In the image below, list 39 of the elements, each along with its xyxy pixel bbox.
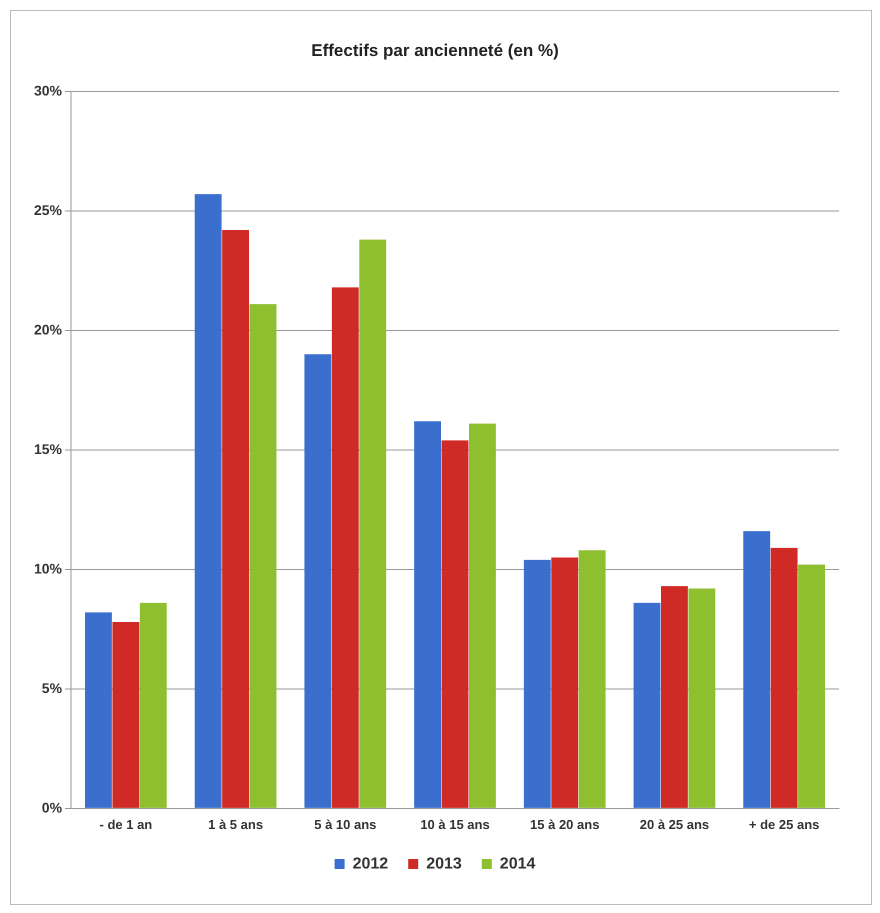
chart-title: Effectifs par ancienneté (en %) bbox=[311, 40, 559, 60]
x-tick-label: - de 1 an bbox=[100, 816, 152, 832]
bar bbox=[442, 440, 468, 808]
y-tick-label: 0% bbox=[42, 799, 63, 816]
x-tick-label: + de 25 ans bbox=[748, 816, 820, 832]
bar bbox=[660, 586, 688, 808]
bar bbox=[359, 240, 386, 808]
bar bbox=[551, 557, 578, 808]
y-tick-label: 5% bbox=[42, 680, 63, 696]
x-tick-label: 5 à 10 ans bbox=[314, 816, 376, 832]
x-tick-label: 10 à 15 ans bbox=[420, 816, 490, 832]
bar bbox=[414, 421, 442, 808]
bar bbox=[578, 550, 606, 808]
x-tick-label: 1 à 5 ans bbox=[208, 816, 264, 832]
bar bbox=[222, 230, 250, 808]
bar bbox=[770, 548, 798, 808]
bar bbox=[469, 424, 496, 808]
legend-label: 2012 bbox=[352, 855, 388, 872]
legend-label: 2013 bbox=[426, 855, 462, 872]
bar bbox=[194, 194, 222, 808]
legend-label: 2014 bbox=[500, 855, 536, 872]
y-tick-label: 30% bbox=[34, 82, 63, 98]
bar bbox=[634, 602, 660, 808]
bar bbox=[688, 588, 716, 808]
bar bbox=[332, 287, 359, 808]
y-tick-label: 20% bbox=[34, 321, 63, 338]
bar bbox=[250, 304, 276, 808]
bar bbox=[798, 564, 826, 808]
y-tick-label: 10% bbox=[34, 560, 63, 576]
bar bbox=[524, 560, 551, 808]
bar bbox=[140, 602, 167, 808]
x-tick-label: 20 à 25 ans bbox=[640, 816, 710, 832]
y-tick-label: 25% bbox=[34, 202, 63, 218]
bar bbox=[85, 612, 112, 808]
bar bbox=[304, 354, 332, 808]
bar bbox=[112, 622, 140, 808]
y-tick-label: 15% bbox=[34, 440, 63, 457]
bar bbox=[743, 531, 770, 808]
x-tick-label: 15 à 20 ans bbox=[530, 816, 600, 832]
